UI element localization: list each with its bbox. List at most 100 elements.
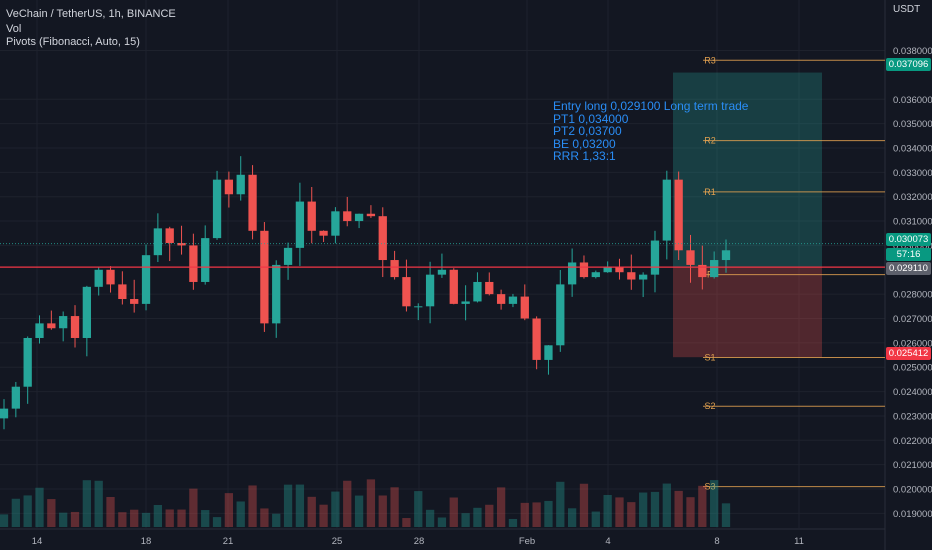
price-tick-label: 0.038000 bbox=[893, 46, 932, 57]
pivot-label: P bbox=[707, 270, 713, 280]
volume-bar bbox=[248, 485, 257, 527]
volume-bar bbox=[390, 487, 399, 527]
trade-note-line: Entry long 0,029100 Long term trade bbox=[553, 99, 749, 113]
last-price-tag: 0.030073 bbox=[886, 233, 931, 246]
volume-bar bbox=[721, 503, 731, 527]
candle bbox=[248, 165, 257, 240]
time-tick-label: 14 bbox=[32, 536, 43, 547]
candle bbox=[212, 170, 222, 240]
volume-bar bbox=[627, 502, 636, 527]
pivot-label: S2 bbox=[704, 401, 715, 411]
price-tick-label: 0.027000 bbox=[893, 314, 932, 325]
candle bbox=[319, 230, 328, 242]
volume-bar bbox=[236, 501, 245, 527]
symbol-title[interactable]: VeChain / TetherUS, 1h, BINANCE bbox=[6, 8, 176, 20]
trade-note[interactable]: Entry long 0,029100 Long term trade PT1 … bbox=[553, 100, 748, 163]
volume-bar bbox=[461, 513, 470, 527]
candle bbox=[295, 182, 305, 266]
volume-bar bbox=[532, 502, 541, 527]
candle bbox=[224, 171, 234, 208]
price-tick-label: 0.023000 bbox=[893, 411, 932, 422]
volume-bar bbox=[425, 509, 435, 527]
pivots-legend[interactable]: Pivots (Fibonacci, Auto, 15) bbox=[6, 36, 140, 48]
price-tick-label: 0.021000 bbox=[893, 460, 932, 471]
candle bbox=[686, 234, 695, 283]
candle bbox=[82, 285, 91, 357]
price-tick-label: 0.031000 bbox=[893, 217, 932, 228]
volume-bar bbox=[662, 483, 671, 527]
candle bbox=[425, 261, 435, 324]
candle bbox=[118, 271, 127, 305]
volume-legend[interactable]: Vol bbox=[6, 23, 22, 35]
volume-bar bbox=[473, 507, 482, 527]
candle bbox=[23, 336, 32, 404]
pivot-label: R2 bbox=[704, 136, 716, 146]
volume-bar bbox=[496, 487, 506, 527]
volume-bar bbox=[295, 484, 305, 527]
price-tick-label: 0.026000 bbox=[893, 338, 932, 349]
entry-price-tag: 0.029110 bbox=[886, 262, 931, 275]
candle bbox=[496, 289, 506, 310]
price-tick-label: 0.034000 bbox=[893, 143, 932, 154]
candle bbox=[639, 272, 648, 298]
volume-bar bbox=[603, 494, 612, 527]
volume-bar bbox=[212, 517, 222, 527]
volume-bar bbox=[556, 481, 565, 527]
candle bbox=[461, 285, 470, 321]
volume-bar bbox=[130, 509, 139, 527]
candle bbox=[437, 253, 447, 278]
volume-bar bbox=[354, 495, 364, 527]
volume-bar bbox=[615, 497, 624, 527]
candle bbox=[378, 207, 387, 278]
volume-bar bbox=[106, 496, 115, 527]
stop-zone bbox=[673, 267, 822, 358]
volume-bar bbox=[23, 495, 32, 527]
candle bbox=[343, 196, 352, 227]
price-tick-label: 0.019000 bbox=[893, 509, 932, 520]
price-tick-label: 0.024000 bbox=[893, 387, 932, 398]
volume-bar bbox=[437, 517, 447, 527]
volume-bar bbox=[520, 502, 529, 527]
candle bbox=[141, 244, 151, 311]
volume-bar bbox=[343, 480, 352, 527]
candle bbox=[177, 225, 186, 255]
price-tick-label: 0.033000 bbox=[893, 168, 932, 179]
volume-bar bbox=[674, 490, 683, 527]
candle bbox=[165, 226, 174, 262]
volume-bar bbox=[544, 500, 553, 527]
volume-bar bbox=[319, 504, 328, 527]
candle bbox=[94, 267, 103, 296]
volume-bar bbox=[686, 497, 695, 527]
price-tick-label: 0.032000 bbox=[893, 192, 932, 203]
volume-bar bbox=[331, 491, 340, 527]
volume-bar bbox=[0, 514, 9, 527]
candle bbox=[520, 284, 529, 321]
candle bbox=[402, 259, 411, 312]
countdown-tag: 57:16 bbox=[886, 248, 931, 261]
currency-label[interactable]: USDT bbox=[893, 4, 921, 15]
time-tick-label: 21 bbox=[223, 536, 234, 547]
candle bbox=[449, 268, 458, 305]
volume-bar bbox=[567, 508, 577, 527]
volume-bar bbox=[449, 497, 458, 527]
pivot-label: S1 bbox=[704, 352, 715, 362]
volume-bar bbox=[414, 491, 423, 527]
volume-bar bbox=[307, 496, 316, 527]
candle bbox=[153, 213, 163, 263]
volume-bar bbox=[378, 495, 387, 527]
volume-bar bbox=[94, 480, 103, 527]
candle bbox=[556, 269, 565, 352]
candle bbox=[106, 266, 115, 293]
time-tick-label: Feb bbox=[519, 536, 535, 547]
candle bbox=[508, 293, 518, 308]
candle bbox=[35, 315, 44, 344]
candle bbox=[662, 170, 671, 260]
volume-bar bbox=[698, 485, 707, 527]
volume-bar bbox=[11, 498, 20, 527]
volume-bar bbox=[82, 480, 91, 527]
candle bbox=[70, 305, 80, 348]
candle bbox=[532, 316, 541, 370]
candle bbox=[591, 270, 600, 279]
